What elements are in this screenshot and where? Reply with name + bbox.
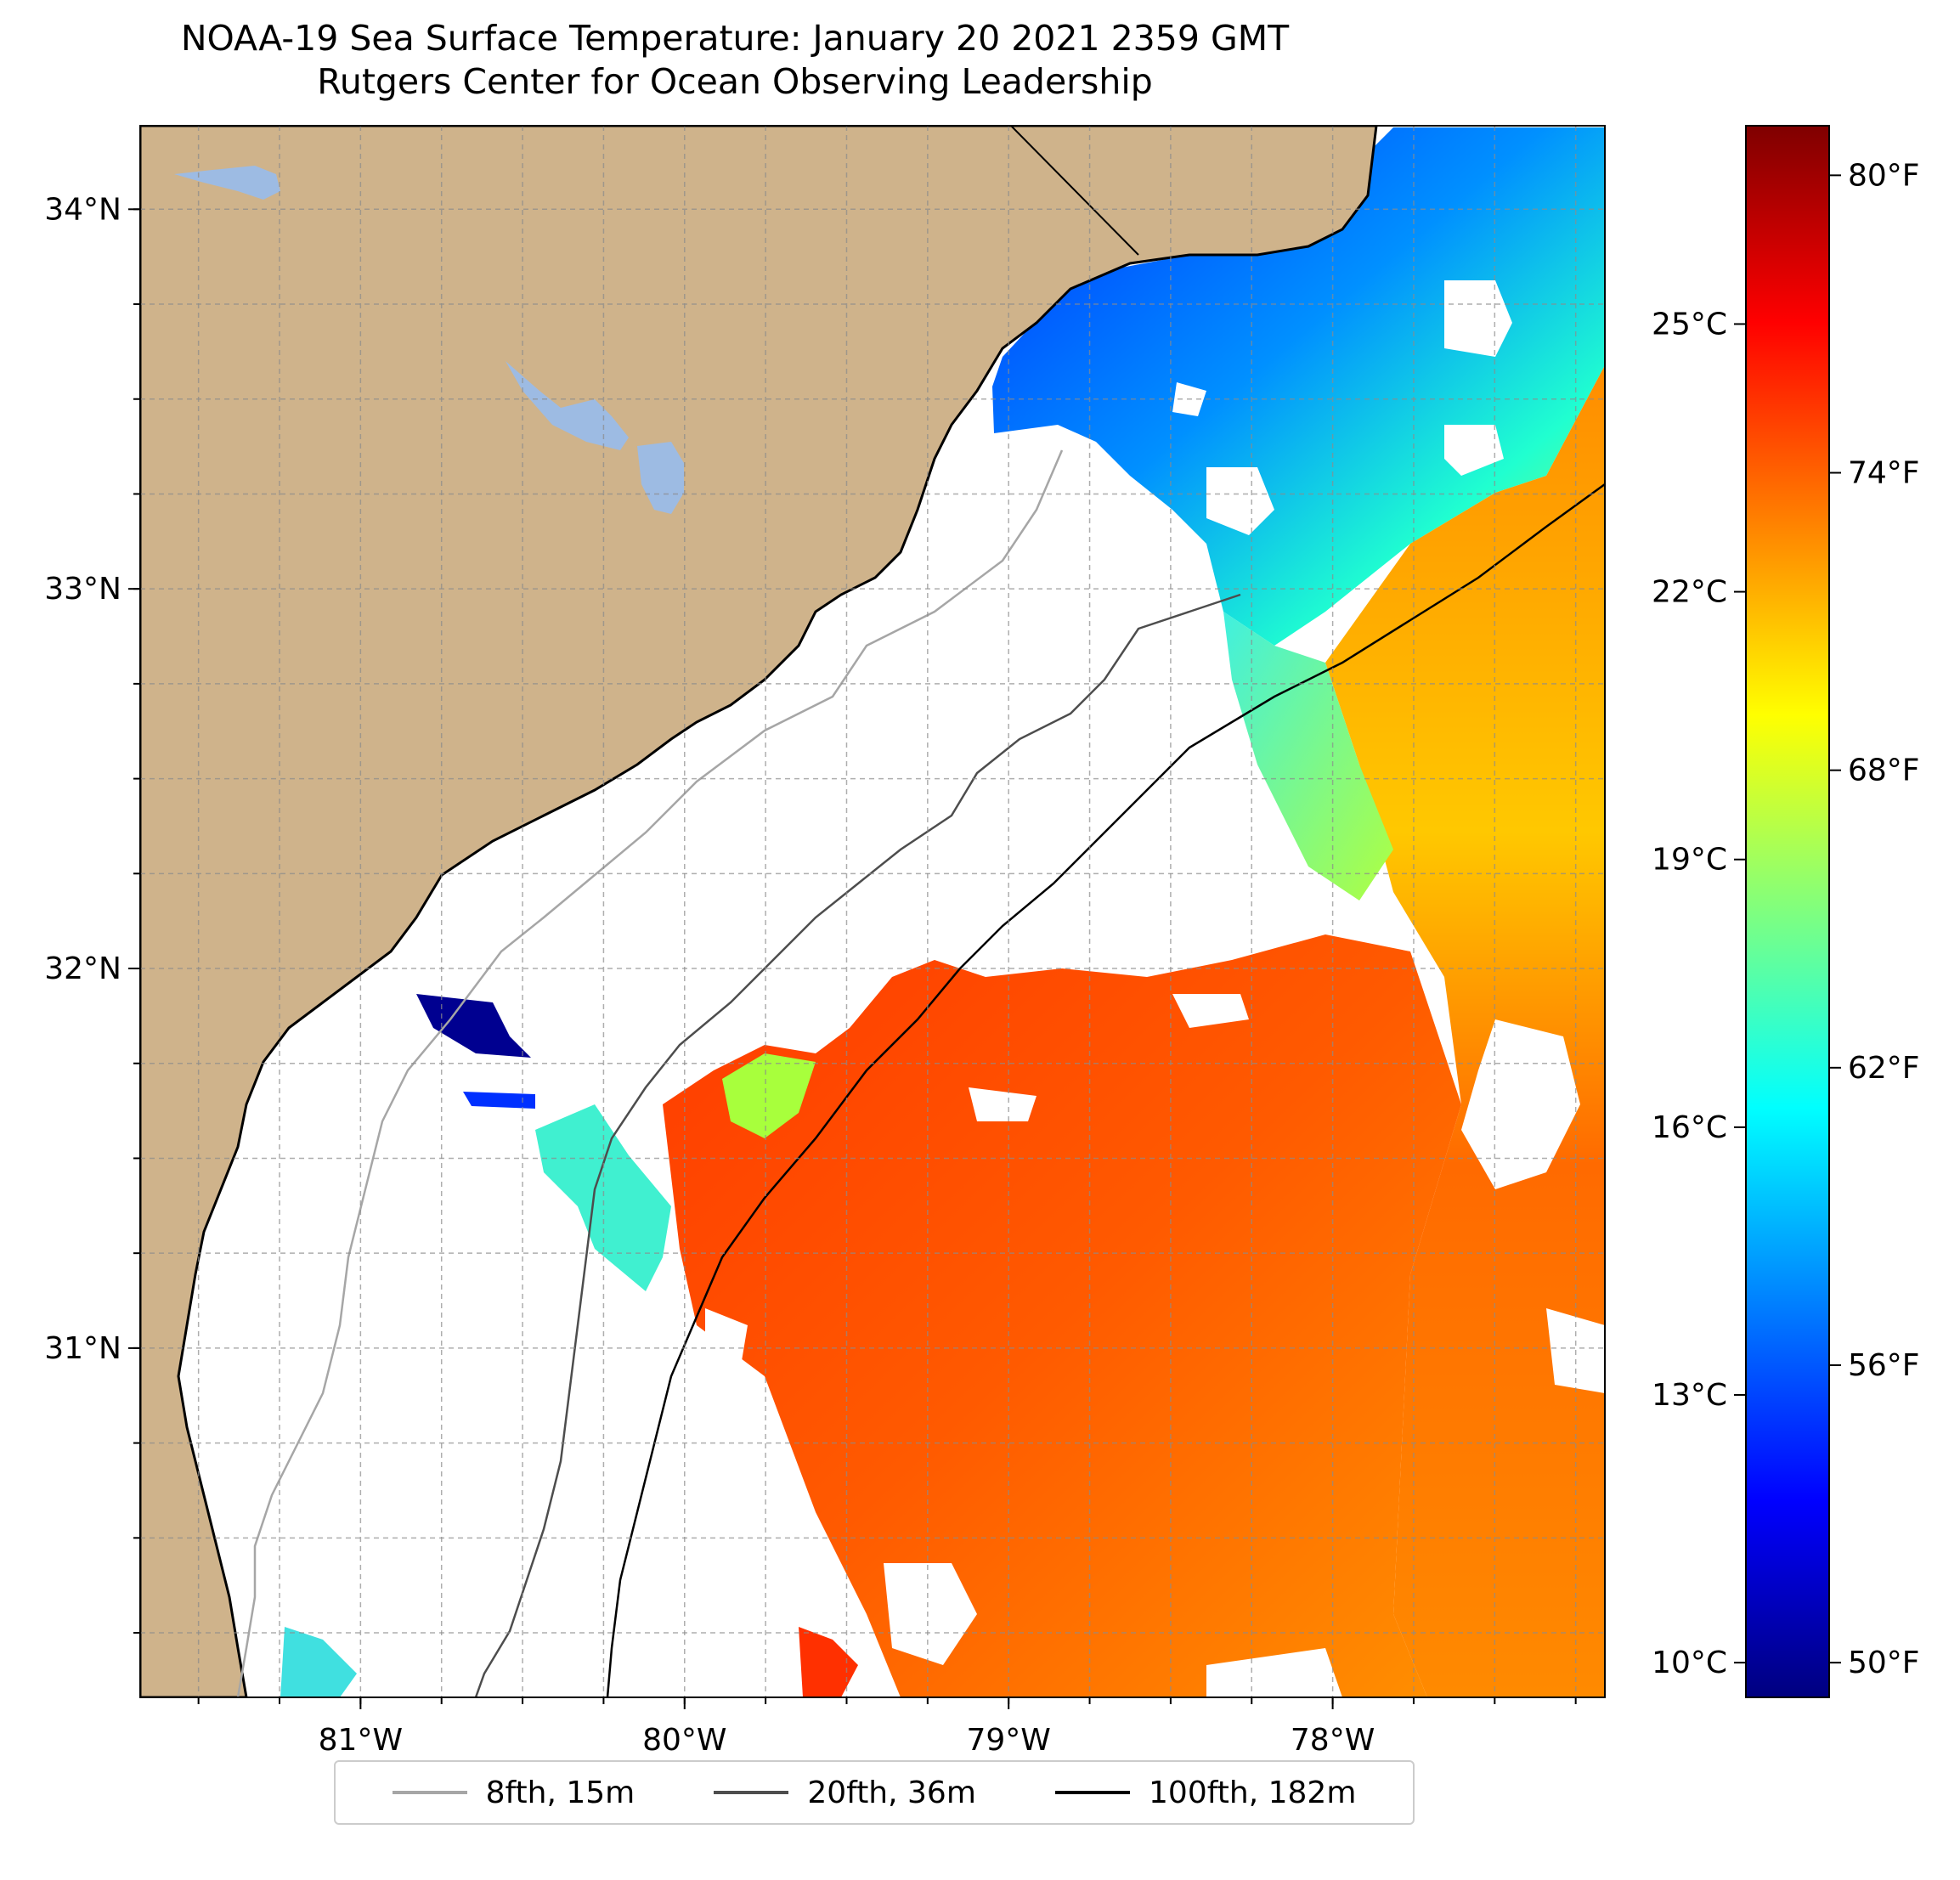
lake-1 bbox=[174, 166, 280, 200]
colorbar-gradient bbox=[1745, 125, 1830, 1698]
y-tick-label: 31°N bbox=[44, 1331, 121, 1366]
isobath-8fth-15m bbox=[236, 449, 1064, 1697]
figure-title: NOAA-19 Sea Surface Temperature: January… bbox=[0, 17, 1470, 104]
x-tick-label: 80°W bbox=[642, 1723, 726, 1758]
sst-cold-patch-2 bbox=[463, 1092, 535, 1109]
sst-cold-patch-1 bbox=[416, 994, 531, 1058]
x-tick-label: 79°W bbox=[966, 1723, 1050, 1758]
celsius-tick-label: 22°C bbox=[1652, 575, 1727, 610]
title-line-1: NOAA-19 Sea Surface Temperature: January… bbox=[180, 18, 1290, 59]
land-mainland bbox=[140, 126, 1378, 1697]
sst-south-patch bbox=[280, 1627, 357, 1697]
legend: 8fth, 15m 20fth, 36m 100fth, 182m bbox=[334, 1760, 1415, 1825]
state-border bbox=[1010, 126, 1139, 256]
cloud-gap-4 bbox=[1444, 425, 1504, 476]
legend-entry-100fth: 100fth, 182m bbox=[1055, 1776, 1356, 1810]
title-line-2: Rutgers Center for Ocean Observing Leade… bbox=[317, 61, 1153, 102]
sst-gulf-stream-west-fringe bbox=[722, 1053, 816, 1138]
x-tick-label: 81°W bbox=[319, 1723, 403, 1758]
celsius-tick-label: 25°C bbox=[1652, 307, 1727, 342]
legend-swatch-100fth bbox=[1055, 1791, 1131, 1794]
legend-swatch-20fth bbox=[714, 1791, 789, 1794]
celsius-tick-label: 16°C bbox=[1652, 1110, 1727, 1145]
sst-north-cold-water bbox=[992, 127, 1605, 646]
legend-label-20fth: 20fth, 36m bbox=[807, 1775, 976, 1810]
cloud-gap-1 bbox=[1444, 280, 1512, 357]
cloud-gap-7 bbox=[969, 1087, 1036, 1121]
sst-gulf-stream bbox=[663, 934, 1461, 1697]
y-tick-label: 34°N bbox=[44, 192, 121, 227]
celsius-tick-label: 19°C bbox=[1652, 843, 1727, 878]
celsius-tick-label: 13°C bbox=[1652, 1378, 1727, 1413]
fahrenheit-tick-label: 62°F bbox=[1848, 1051, 1920, 1086]
legend-entry-8fth: 8fth, 15m bbox=[392, 1775, 635, 1810]
y-axis-ticks: 31°N 32°N 33°N 34°N bbox=[44, 192, 140, 1634]
celsius-tick-label: 10°C bbox=[1652, 1646, 1727, 1680]
colorbar: 10°C 13°C 16°C 19°C 22°C 25°C 50°F 56°F 62°F 68°… bbox=[1652, 125, 1920, 1698]
gridlines bbox=[140, 126, 1605, 1697]
x-tick-label: 78°W bbox=[1291, 1723, 1375, 1758]
sst-south-warm-patch bbox=[799, 1627, 858, 1697]
legend-label-8fth: 8fth, 15m bbox=[485, 1775, 635, 1810]
sst-coastal-cyan-patch bbox=[535, 1104, 671, 1291]
colorbar-celsius-ticks: 10°C 13°C 16°C 19°C 22°C 25°C bbox=[1652, 307, 1746, 1680]
fahrenheit-tick-label: 56°F bbox=[1848, 1348, 1920, 1383]
lake-2 bbox=[506, 361, 629, 450]
sst-east-warm-water bbox=[1325, 365, 1605, 1697]
fahrenheit-tick-label: 68°F bbox=[1848, 754, 1920, 788]
y-tick-label: 32°N bbox=[44, 951, 121, 986]
y-tick-label: 33°N bbox=[44, 572, 121, 607]
lake-3 bbox=[637, 442, 684, 514]
isobath-100fth-182m bbox=[606, 483, 1605, 1697]
cloud-gap-11 bbox=[705, 1308, 748, 1393]
x-axis-ticks: 81°W 80°W 79°W 78°W bbox=[197, 1697, 1577, 1758]
legend-swatch-8fth bbox=[392, 1791, 467, 1794]
isobath-20fth-36m bbox=[474, 593, 1241, 1697]
cloud-gap-9 bbox=[884, 1563, 977, 1665]
sst-field bbox=[280, 127, 1605, 1697]
cloud-gap-3 bbox=[1206, 467, 1274, 535]
cloud-gap-8 bbox=[1172, 994, 1249, 1028]
fahrenheit-tick-label: 74°F bbox=[1848, 456, 1920, 491]
legend-entry-20fth: 20fth, 36m bbox=[714, 1776, 976, 1810]
map-frame bbox=[139, 125, 1606, 1698]
cloud-gap-5 bbox=[1461, 1019, 1580, 1189]
fahrenheit-tick-label: 50°F bbox=[1848, 1646, 1920, 1680]
colorbar-fahrenheit-ticks: 50°F 56°F 62°F 68°F 74°F 80°F bbox=[1829, 158, 1920, 1680]
fahrenheit-tick-label: 80°F bbox=[1848, 158, 1920, 193]
legend-label-100fth: 100fth, 182m bbox=[1149, 1775, 1357, 1810]
cloud-gap-10 bbox=[1206, 1648, 1342, 1697]
